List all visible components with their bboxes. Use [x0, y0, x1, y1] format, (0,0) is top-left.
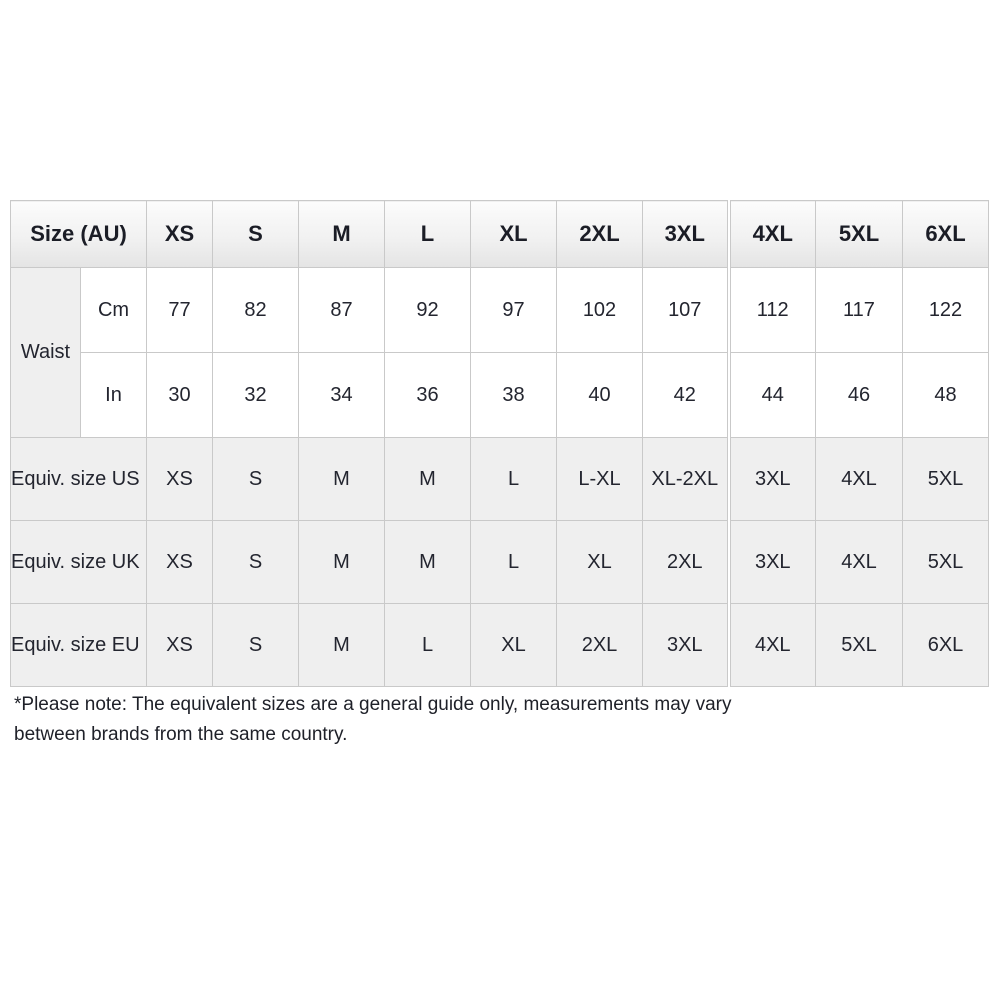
header-cell-m: M	[298, 200, 385, 268]
waist-cm-value: 82	[212, 267, 299, 353]
equiv-us-value: M	[384, 437, 471, 521]
equiv-us-value: XL-2XL	[642, 437, 729, 521]
equiv-eu-value: 3XL	[642, 603, 729, 687]
equiv-uk-value: S	[212, 520, 299, 604]
waist-cm-value: 122	[902, 267, 989, 353]
waist-cm-value: 107	[642, 267, 729, 353]
equiv-uk-value: 5XL	[902, 520, 989, 604]
equiv-us-value: 5XL	[902, 437, 989, 521]
waist-in-value: 42	[642, 352, 729, 438]
equiv-uk-value: XL	[556, 520, 643, 604]
equiv-eu-value: 4XL	[726, 603, 816, 687]
equiv-uk-value: M	[298, 520, 385, 604]
waist-cm-value: 87	[298, 267, 385, 353]
unit-cell-cm: Cm	[80, 267, 147, 353]
equiv-us-value: L-XL	[556, 437, 643, 521]
equiv-uk-value: L	[470, 520, 557, 604]
waist-cm-value: 92	[384, 267, 471, 353]
equiv-uk-value: 2XL	[642, 520, 729, 604]
waist-in-value: 44	[726, 352, 816, 438]
waist-cm-value: 97	[470, 267, 557, 353]
equiv-us-label: Equiv. size US	[10, 437, 147, 521]
header-cell-4xl: 4XL	[726, 200, 816, 268]
equiv-us-value: 3XL	[726, 437, 816, 521]
header-cell-3xl: 3XL	[642, 200, 729, 268]
equiv-uk-value: M	[384, 520, 471, 604]
waist-in-row: In 30 32 34 36 38 40 42 44 46 48	[11, 352, 989, 438]
equiv-eu-label: Equiv. size EU	[10, 603, 147, 687]
waist-cm-value: 117	[815, 267, 903, 353]
equiv-eu-row: Equiv. size EU XS S M L XL 2XL 3XL 4XL 5…	[10, 603, 989, 687]
waist-in-value: 40	[556, 352, 643, 438]
waist-in-value: 32	[212, 352, 299, 438]
footnote-line-2: between brands from the same country.	[14, 724, 348, 745]
equiv-us-row: Equiv. size US XS S M M L L-XL XL-2XL 3X…	[10, 437, 989, 521]
equiv-us-value: XS	[146, 437, 213, 521]
header-cell-6xl: 6XL	[902, 200, 989, 268]
equiv-us-value: 4XL	[815, 437, 903, 521]
equiv-us-value: S	[212, 437, 299, 521]
equiv-us-value: M	[298, 437, 385, 521]
waist-label-cell: Waist	[10, 267, 81, 438]
header-cell-2xl: 2XL	[556, 200, 643, 268]
waist-cm-value: 112	[726, 267, 816, 353]
size-chart-table: Size (AU) XS S M L XL 2XL 3XL 4XL 5XL 6X…	[10, 200, 989, 687]
header-cell-l: L	[384, 200, 471, 268]
equiv-eu-value: 5XL	[815, 603, 903, 687]
header-cell-5xl: 5XL	[815, 200, 903, 268]
equiv-uk-row: Equiv. size UK XS S M M L XL 2XL 3XL 4XL…	[10, 520, 989, 604]
equiv-eu-value: L	[384, 603, 471, 687]
equiv-eu-value: 6XL	[902, 603, 989, 687]
waist-in-value: 36	[384, 352, 471, 438]
equiv-uk-value: 4XL	[815, 520, 903, 604]
equiv-eu-value: M	[298, 603, 385, 687]
equiv-uk-value: 3XL	[726, 520, 816, 604]
unit-cell-in: In	[80, 352, 147, 438]
header-cell-s: S	[212, 200, 299, 268]
waist-in-value: 48	[902, 352, 989, 438]
waist-in-value: 38	[470, 352, 557, 438]
waist-in-value: 46	[815, 352, 903, 438]
header-cell-size-au: Size (AU)	[10, 200, 147, 268]
equiv-uk-value: XS	[146, 520, 213, 604]
equiv-eu-value: S	[212, 603, 299, 687]
equiv-eu-value: XS	[146, 603, 213, 687]
equiv-eu-value: XL	[470, 603, 557, 687]
waist-in-value: 34	[298, 352, 385, 438]
equiv-uk-label: Equiv. size UK	[10, 520, 147, 604]
header-row: Size (AU) XS S M L XL 2XL 3XL 4XL 5XL 6X…	[10, 200, 989, 268]
header-cell-xs: XS	[146, 200, 213, 268]
waist-in-value: 30	[146, 352, 213, 438]
header-cell-xl: XL	[470, 200, 557, 268]
footnote-line-1: *Please note: The equivalent sizes are a…	[14, 694, 732, 715]
equiv-us-value: L	[470, 437, 557, 521]
waist-cm-value: 102	[556, 267, 643, 353]
footnote: *Please note: The equivalent sizes are a…	[14, 690, 731, 750]
equiv-eu-value: 2XL	[556, 603, 643, 687]
waist-cm-value: 77	[146, 267, 213, 353]
waist-cm-row: Waist Cm 77 82 87 92 97 102 107 112 117 …	[10, 267, 989, 438]
